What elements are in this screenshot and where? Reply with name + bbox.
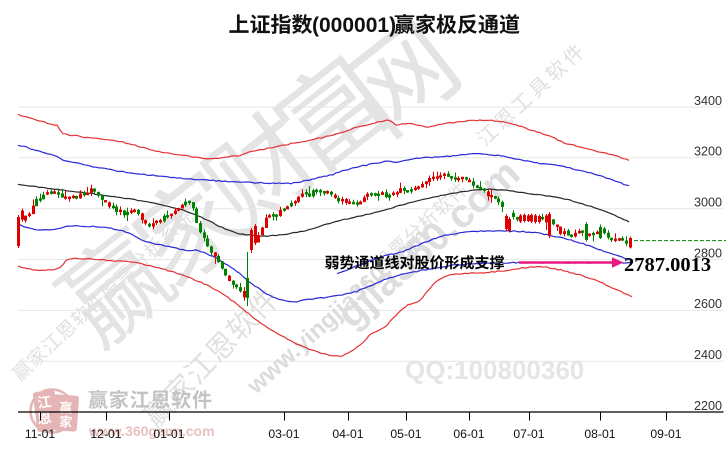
svg-text:06-01: 06-01 [453, 427, 484, 441]
svg-text:2400: 2400 [694, 348, 722, 362]
svg-text:3400: 3400 [694, 94, 722, 108]
svg-text:(000001): (000001) [312, 14, 396, 37]
svg-text:01-01: 01-01 [153, 427, 184, 441]
svg-text:www.360gann.com: www.360gann.com [88, 423, 215, 439]
svg-text:2600: 2600 [694, 297, 722, 311]
svg-text:QQ:100800360: QQ:100800360 [405, 355, 584, 385]
svg-text:3200: 3200 [694, 145, 722, 159]
svg-text:04-01: 04-01 [332, 427, 363, 441]
svg-text:12-01: 12-01 [90, 427, 121, 441]
svg-text:09-01: 09-01 [650, 427, 681, 441]
svg-text:3000: 3000 [694, 196, 722, 210]
svg-text:08-01: 08-01 [584, 427, 615, 441]
svg-text:11-01: 11-01 [25, 427, 55, 441]
svg-text:2800: 2800 [694, 246, 722, 260]
svg-text:2200: 2200 [694, 399, 722, 413]
svg-text:03-01: 03-01 [268, 427, 299, 441]
svg-text:2787.0013: 2787.0013 [624, 254, 711, 276]
svg-text:07-01: 07-01 [513, 427, 544, 441]
svg-text:05-01: 05-01 [390, 427, 421, 441]
